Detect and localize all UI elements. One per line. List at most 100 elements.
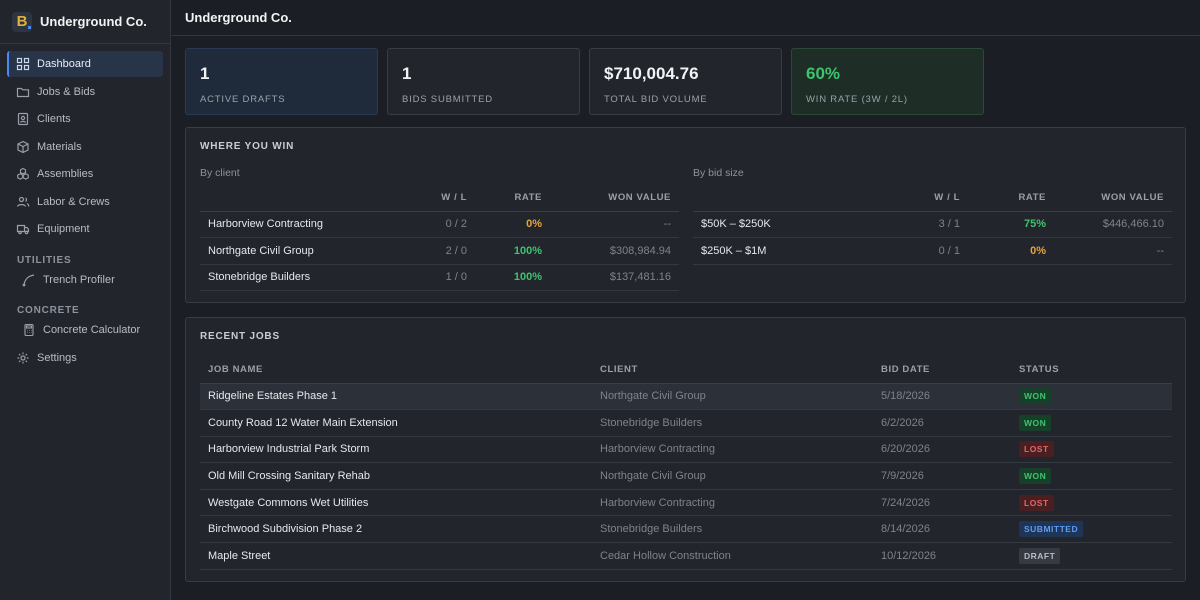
sidebar-item-label: Assemblies [37, 168, 94, 180]
row-name: Harborview Contracting [200, 211, 400, 239]
job-client: Harborview Contracting [592, 436, 873, 464]
table-row: Stonebridge Builders 1 / 0 100% $137,481… [200, 264, 679, 292]
curve-icon [22, 273, 36, 287]
table-row[interactable]: County Road 12 Water Main Extension Ston… [200, 409, 1172, 437]
row-wl: 0 / 2 [400, 211, 475, 239]
stat-card-bids-submitted: 1 BIDS SUBMITTED [387, 48, 580, 115]
sidebar-item-label: Dashboard [37, 58, 91, 70]
row-rate: 0% [475, 211, 550, 239]
sidebar-item-assemblies[interactable]: Assemblies [7, 161, 163, 187]
row-won-value: -- [1054, 237, 1172, 265]
column-header: RATE [475, 185, 550, 212]
job-name: Maple Street [200, 542, 592, 570]
table-row[interactable]: Ridgeline Estates Phase 1 Northgate Civi… [200, 383, 1172, 411]
table-row[interactable]: Old Mill Crossing Sanitary Rehab Northga… [200, 462, 1172, 490]
recent-jobs-panel: RECENT JOBS JOB NAME CLIENT BID DATE STA… [185, 317, 1186, 582]
sidebar-item-materials[interactable]: Materials [7, 134, 163, 160]
job-bid-date: 7/9/2026 [873, 462, 1011, 490]
job-name: Westgate Commons Wet Utilities [200, 489, 592, 517]
box-icon [16, 140, 30, 154]
status-badge: SUBMITTED [1019, 521, 1084, 538]
job-client: Northgate Civil Group [592, 383, 873, 411]
row-name: $50K – $250K [693, 211, 893, 239]
job-bid-date: 6/2/2026 [873, 409, 1011, 437]
boxes-icon [16, 167, 30, 181]
row-won-value: $446,466.10 [1054, 211, 1172, 239]
job-name: County Road 12 Water Main Extension [200, 409, 592, 437]
nav-section-concrete: CONCRETE [17, 305, 80, 316]
sidebar-item-dashboard[interactable]: Dashboard [7, 51, 163, 77]
top-bar: Underground Co. [172, 0, 1200, 36]
column-header [200, 185, 400, 212]
stat-card-active-drafts: 1 ACTIVE DRAFTS [185, 48, 378, 115]
job-client: Stonebridge Builders [592, 515, 873, 544]
sidebar-item-equipment[interactable]: Equipment [7, 216, 163, 242]
stat-label: TOTAL BID VOLUME [604, 94, 708, 105]
nav-section-utilities: UTILITIES [17, 254, 72, 266]
sidebar-item-jobs-bids[interactable]: Jobs & Bids [7, 79, 163, 105]
job-name: Harborview Industrial Park Storm [200, 436, 592, 464]
column-header: WON VALUE [550, 185, 679, 212]
by-size-subtitle: By bid size [693, 167, 744, 179]
table-row[interactable]: Birchwood Subdivision Phase 2 Stonebridg… [200, 515, 1172, 544]
brand[interactable]: B Underground Co. [0, 0, 170, 44]
sidebar-item-label: Jobs & Bids [37, 85, 96, 98]
status-badge: LOST [1019, 494, 1054, 511]
sidebar-item-concrete-calculator[interactable]: Concrete Calculator [7, 317, 163, 343]
column-header-client[interactable]: CLIENT [592, 357, 873, 384]
column-header: RATE [968, 185, 1054, 212]
column-header-job-name[interactable]: JOB NAME [200, 357, 592, 384]
table-row: $50K – $250K 3 / 1 75% $446,466.10 [693, 211, 1172, 239]
column-header: W / L [400, 185, 475, 212]
table-row[interactable]: Harborview Industrial Park Storm Harborv… [200, 436, 1172, 464]
panel-title: RECENT JOBS [200, 331, 280, 342]
sidebar-item-labor-crews[interactable]: Labor & Crews [7, 189, 163, 215]
contact-card-icon [16, 112, 30, 126]
sidebar-item-label: Settings [37, 351, 77, 364]
column-header-status[interactable]: STATUS [1011, 357, 1172, 384]
row-rate: 0% [968, 237, 1054, 265]
column-header: W / L [893, 185, 968, 212]
sidebar-item-settings[interactable]: Settings [7, 345, 163, 371]
table-row[interactable]: Westgate Commons Wet Utilities Harborvie… [200, 489, 1172, 517]
job-name: Ridgeline Estates Phase 1 [200, 383, 592, 411]
table-row: $250K – $1M 0 / 1 0% -- [693, 237, 1172, 265]
status-badge: WON [1019, 468, 1052, 485]
row-won-value: -- [550, 211, 679, 239]
row-name: Northgate Civil Group [200, 237, 400, 265]
stat-value: 60% [806, 64, 841, 83]
row-name: $250K – $1M [693, 237, 893, 265]
job-bid-date: 6/20/2026 [873, 436, 1011, 464]
sidebar-item-label: Materials [37, 140, 82, 153]
table-row: Harborview Contracting 0 / 2 0% -- [200, 211, 679, 239]
by-client-subtitle: By client [200, 167, 240, 179]
job-bid-date: 10/12/2026 [873, 542, 1011, 570]
row-wl: 2 / 0 [400, 237, 475, 265]
grid-icon [16, 57, 30, 71]
status-badge: DRAFT [1019, 547, 1061, 564]
app-logo: B [12, 11, 32, 32]
job-client: Northgate Civil Group [592, 462, 873, 490]
sidebar-item-clients[interactable]: Clients [7, 106, 163, 132]
job-bid-date: 5/18/2026 [873, 383, 1011, 411]
stat-label: BIDS SUBMITTED [402, 94, 493, 105]
column-header-bid-date[interactable]: BID DATE [873, 357, 1011, 384]
table-row[interactable]: Maple Street Cedar Hollow Construction 1… [200, 542, 1172, 570]
row-wl: 1 / 0 [400, 264, 475, 292]
sidebar-item-trench-profiler[interactable]: Trench Profiler [7, 267, 163, 293]
stat-value: 1 [402, 64, 412, 83]
stat-label: WIN RATE (3W / 2L) [806, 94, 908, 105]
sidebar-item-label: Equipment [37, 223, 90, 235]
status-badge: WON [1019, 388, 1052, 405]
sidebar-item-label: Concrete Calculator [43, 324, 141, 336]
row-name: Stonebridge Builders [200, 264, 400, 292]
truck-icon [16, 222, 30, 236]
gear-icon [16, 351, 30, 365]
status-badge: WON [1019, 414, 1052, 431]
job-bid-date: 8/14/2026 [873, 515, 1011, 544]
row-wl: 3 / 1 [893, 211, 968, 239]
app-name: Underground Co. [40, 14, 147, 29]
sidebar-item-label: Trench Profiler [43, 273, 115, 286]
column-header [693, 185, 893, 212]
where-you-win-panel: WHERE YOU WIN By client W / L RATE WON V… [185, 127, 1186, 303]
